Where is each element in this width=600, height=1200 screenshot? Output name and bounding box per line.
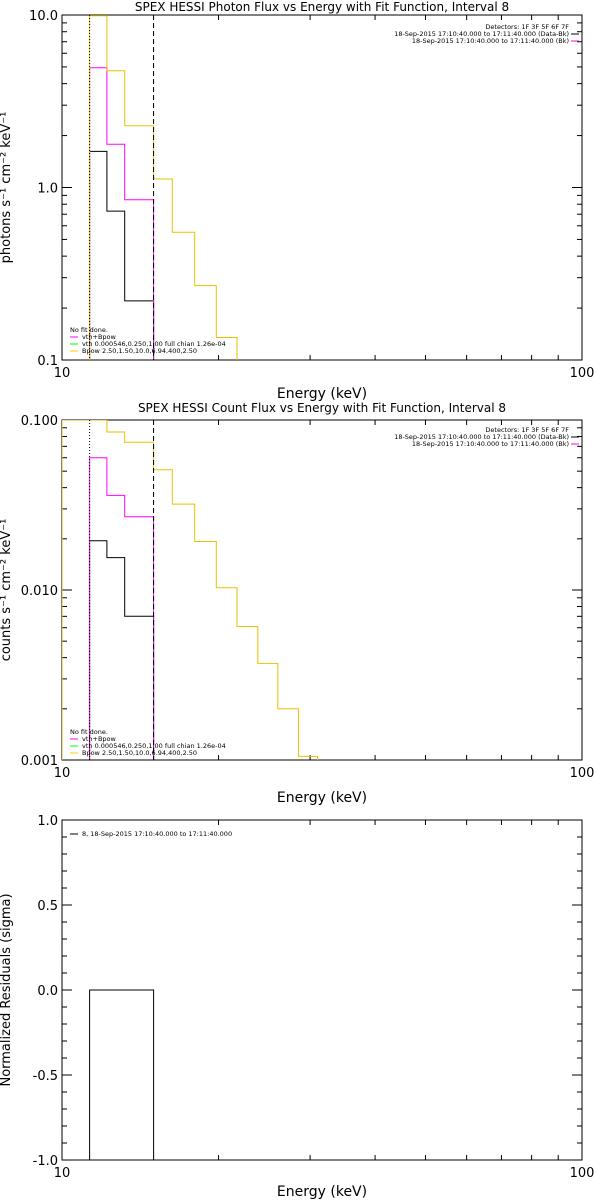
y-tick-label: -0.5 [33,1069,58,1084]
x-tick-label: 100 [570,1166,595,1181]
legend-entry: vth+Bpow [82,735,117,743]
y-tick-label: 0.100 [21,414,58,429]
plot-frame [61,419,583,761]
x-tick-label: 10 [54,766,71,781]
x-tick-label: 10 [54,366,71,381]
y-tick-label: 1.0 [37,814,58,829]
header-line: 18-Sep-2015 17:10:40.000 to 17:11:40.000… [412,37,569,45]
series-2-line [89,67,155,360]
plot-frame [61,14,583,361]
panel-2: SPEX HESSI Count Flux vs Energy with Fit… [0,401,594,806]
chart-title: SPEX HESSI Count Flux vs Energy with Fit… [138,401,506,415]
x-tick-label: 10 [54,1166,71,1181]
y-axis-label: Normalized Residuals (sigma) [0,893,14,1086]
series-1-line [89,989,155,1160]
y-tick-label: 10.0 [29,9,58,24]
y-tick-label: 0.001 [21,754,58,769]
y-tick-label: 1.0 [37,182,58,197]
x-axis-label: Energy (keV) [277,386,367,402]
x-axis-label: Energy (keV) [277,790,367,806]
legend-entry: vth+Bpow [82,333,117,341]
x-tick-label: 100 [570,766,595,781]
y-axis-label: photons s⁻¹ cm⁻² keV⁻¹ [0,112,14,264]
header-line: Detectors: 1F 3F 5F 6F 7F [485,426,569,434]
legend-entry: Bpow 2.50,1.50,10.0,6.94,400,2.50 [82,347,197,355]
x-axis-label: Energy (keV) [277,1184,367,1200]
x-tick-label: 100 [570,366,595,381]
plot-data [89,989,155,1160]
y-tick-label: -1.0 [33,1154,58,1169]
legend-entry: No fit done. [70,326,108,334]
plot-data [89,15,238,360]
chart-title: SPEX HESSI Photon Flux vs Energy with Fi… [135,0,509,14]
legend-entry: vth 0.000546,0.250,1.00 full chian 1.26e… [82,340,226,348]
legend-entry: 8, 18-Sep-2015 17:10:40.000 to 17:11:40.… [82,830,232,838]
y-axis-label: counts s⁻¹ cm⁻² keV⁻¹ [0,519,14,662]
panel-1: SPEX HESSI Photon Flux vs Energy with Fi… [0,0,594,402]
panel-3: Energy (keV) Normalized Residuals (sigma)… [0,814,594,1200]
legend-entry: vth 0.000546,0.250,1.00 full chian 1.26e… [82,742,226,750]
header-line: Detectors: 1F 3F 5F 6F 7F [485,23,569,31]
y-tick-label: 0.0 [37,984,58,999]
plot-data [62,420,318,760]
y-tick-label: 0.010 [21,584,58,599]
series-1-line [89,150,155,360]
y-tick-label: 0.1 [37,354,58,369]
legend-entry: No fit done. [70,728,108,736]
y-tick-label: 0.5 [37,899,58,914]
series-3-line [62,420,318,760]
legend-entry: Bpow 2.50,1.50,10.0,6.94,400,2.50 [82,749,197,757]
header-line: 18-Sep-2015 17:10:40.000 to 17:11:40.000… [394,30,569,38]
header-line: 18-Sep-2015 17:10:40.000 to 17:11:40.000… [412,440,569,448]
series-2-line [89,457,155,760]
series-1-line [89,540,155,760]
header-line: 18-Sep-2015 17:10:40.000 to 17:11:40.000… [394,433,569,441]
series-3-line [89,15,238,360]
